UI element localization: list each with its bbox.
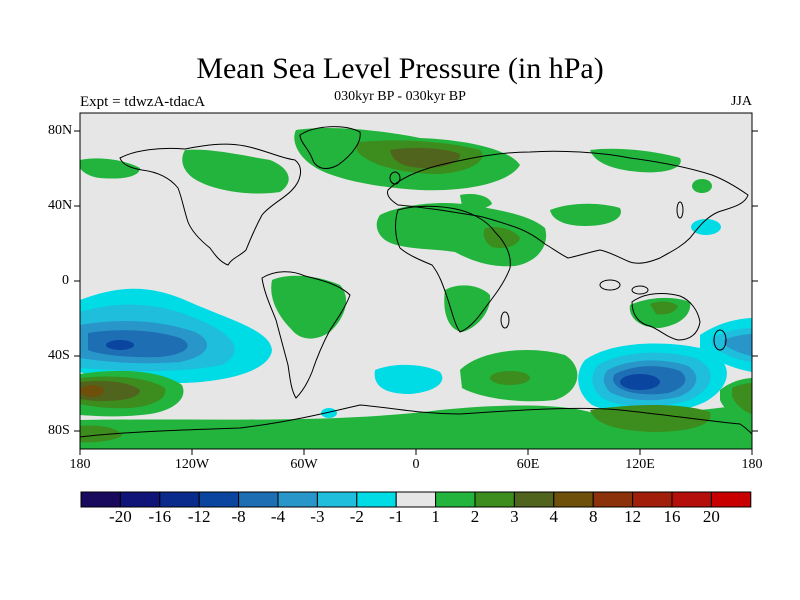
colorbar-swatch (710, 491, 752, 508)
anomaly-region (692, 179, 712, 193)
anomaly-region (490, 371, 530, 385)
anomaly-region (80, 425, 122, 443)
colorbar-swatch (632, 491, 673, 508)
colorbar-tick-label: 8 (588, 507, 598, 526)
anomaly-region (374, 364, 443, 394)
colorbar-tick-label: -8 (231, 507, 246, 526)
north-america-coast (119, 143, 302, 266)
positive-anomalies (80, 127, 752, 449)
lon-tick-label: 180 (741, 457, 763, 472)
south-america-coast (261, 271, 351, 399)
colorbar-tick-label: 3 (510, 507, 519, 526)
antarctica-coast (80, 404, 752, 438)
anomaly-region (182, 149, 289, 194)
greenland-coast (299, 126, 361, 169)
lon-tick-label: 120E (625, 457, 655, 472)
anomaly-region (376, 203, 547, 267)
lon-tick-label: 180 (69, 457, 91, 472)
island (713, 329, 727, 351)
map-field (80, 113, 752, 449)
lon-tick-label: 0 (412, 457, 420, 472)
island (500, 311, 510, 329)
anomaly-region (483, 227, 520, 248)
anomaly-region (550, 203, 621, 226)
colorbar-swatch (277, 491, 318, 508)
anomaly-region (88, 330, 188, 358)
lat-tick-label: 80N (48, 123, 73, 138)
island (599, 279, 621, 291)
colorbar-swatch (671, 491, 712, 508)
colorbar-tick-label: -3 (310, 507, 325, 526)
lon-tick-label: 60W (290, 457, 318, 472)
colorbar-tick-label: 1 (431, 507, 440, 526)
eurasia-coast (387, 150, 749, 264)
island (631, 285, 649, 295)
colorbar-tick-label: -20 (109, 507, 132, 526)
colorbar-swatch (513, 491, 555, 508)
island (389, 171, 401, 185)
anomaly-region (732, 383, 752, 414)
colorbar-tick-label: 16 (663, 507, 681, 526)
islands (389, 171, 727, 351)
negative-anomalies (80, 219, 752, 418)
colorbar-swatch (119, 491, 161, 508)
colorbar-tick-label: 20 (702, 507, 720, 526)
colorbar-tick-label: -4 (270, 507, 286, 526)
colorbar-tick-label: -1 (389, 507, 404, 526)
season-label: JJA (730, 94, 752, 109)
lat-tick-label: 0 (62, 273, 69, 288)
lat-tick-label: 40S (48, 348, 70, 363)
colorbar-swatch (80, 491, 121, 508)
colorbar-tick-label: -16 (148, 507, 172, 526)
colorbar-tick-label: 12 (624, 507, 642, 526)
colorbar-swatch (316, 491, 358, 508)
colorbar-swatch (474, 491, 515, 508)
anomaly-region (80, 385, 104, 397)
lon-tick-label: 120W (174, 457, 210, 472)
africa-coast (395, 205, 511, 333)
colorbar-tick-label: -12 (187, 507, 211, 526)
lat-tick-label: 40N (48, 198, 73, 213)
anomaly-region (460, 194, 492, 209)
anomaly-region (444, 285, 491, 332)
map-subtitle: 030kyr BP - 030kyr BP (334, 89, 466, 104)
anomaly-region (321, 408, 337, 418)
anomaly-region (80, 404, 752, 449)
lat-tick-label: 80S (48, 423, 70, 438)
colorbar (80, 491, 752, 508)
colorbar-swatch (356, 491, 397, 508)
coastlines (80, 126, 752, 438)
anomaly-region (271, 275, 347, 339)
colorbar-swatch (435, 491, 476, 508)
colorbar-swatch (198, 491, 240, 508)
anomaly-region (390, 147, 461, 168)
anomaly-region (650, 301, 678, 315)
colorbar-tick-label: 4 (549, 507, 559, 526)
axis-ticks (74, 130, 758, 455)
anomaly-region (724, 334, 752, 356)
colorbar-swatch (159, 491, 200, 508)
anomaly-region (620, 374, 660, 390)
colorbar-swatch (592, 491, 634, 508)
anomaly-region (691, 219, 721, 235)
australia-coast (631, 293, 701, 341)
map-title: Mean Sea Level Pressure (in hPa) (196, 52, 604, 85)
colorbar-tick-label: 2 (470, 507, 480, 526)
colorbar-swatch (395, 491, 437, 508)
colorbar-swatch (553, 491, 594, 508)
island (676, 201, 684, 219)
lon-tick-label: 60E (516, 457, 540, 472)
experiment-label: Expt = tdwzA-tdacA (80, 94, 206, 110)
anomaly-region (590, 405, 711, 432)
colorbar-swatch (238, 491, 279, 508)
colorbar-tick-label: -2 (349, 507, 364, 526)
anomaly-region (80, 158, 140, 179)
anomaly-region (106, 340, 134, 350)
